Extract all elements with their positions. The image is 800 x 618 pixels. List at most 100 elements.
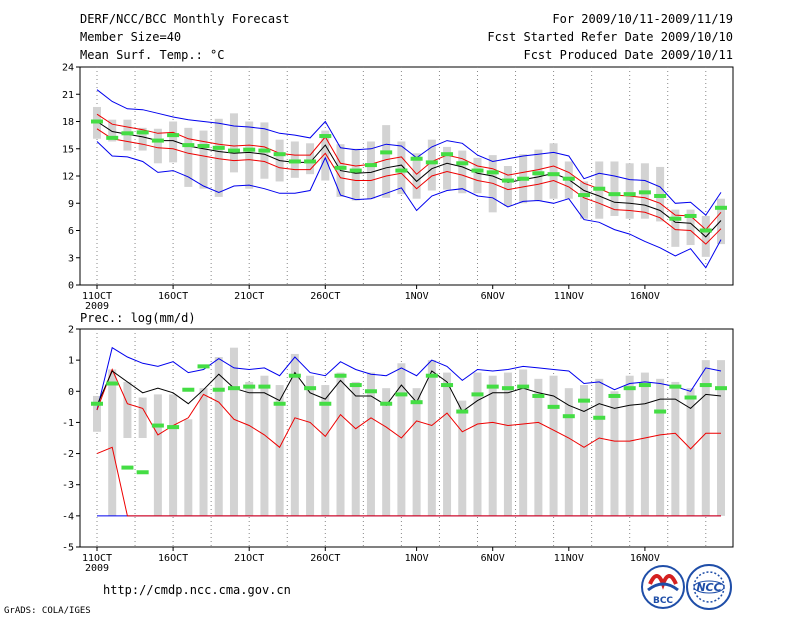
precipitation-ensemble-bar xyxy=(656,378,665,516)
temperature-observation-marker xyxy=(258,148,271,153)
precipitation-observation-marker xyxy=(182,387,195,392)
temperature-observation-marker xyxy=(182,143,195,148)
temperature-min-line xyxy=(96,141,722,269)
precipitation-ytick-label: 1 xyxy=(68,356,74,367)
temperature-observation-marker xyxy=(684,213,697,218)
temperature-ensemble-bar xyxy=(306,143,315,175)
temperature-observation-marker xyxy=(91,119,103,124)
precipitation-observation-marker xyxy=(304,386,317,391)
precipitation-observation-marker xyxy=(288,373,301,378)
temperature-ensemble-bar xyxy=(199,130,208,189)
temperature-observation-marker xyxy=(151,138,164,143)
temperature-observation-marker xyxy=(593,186,606,191)
temperature-ytick-label: 6 xyxy=(68,226,74,237)
forecast-period-label: For 2009/10/11-2009/11/19 xyxy=(552,12,733,26)
temperature-observation-marker xyxy=(456,161,469,166)
precipitation-ensemble-bar xyxy=(534,378,543,516)
precipitation-observation-marker xyxy=(167,425,180,430)
temperature-ytick-label: 18 xyxy=(62,117,74,128)
precipitation-ytick-label: -2 xyxy=(62,449,74,460)
precipitation-observation-marker xyxy=(501,386,514,391)
temperature-observation-marker xyxy=(212,145,225,150)
temperature-observation-marker xyxy=(441,152,454,157)
precipitation-observation-marker xyxy=(715,386,727,391)
temperature-ensemble-mean-line xyxy=(96,121,722,238)
precipitation-ensemble-bar xyxy=(245,381,254,516)
temperature-observation-marker xyxy=(578,193,591,198)
precipitation-ensemble-bar xyxy=(169,394,178,516)
precipitation-ensemble-bar xyxy=(336,372,345,516)
temperature-observation-marker xyxy=(532,171,545,176)
precipitation-ensemble-bar xyxy=(701,360,710,516)
precipitation-xtick-label: 21OCT xyxy=(234,553,264,564)
precipitation-ensemble-bar xyxy=(580,385,589,516)
precipitation-observation-marker xyxy=(319,401,332,406)
precipitation-ensemble-bar xyxy=(519,369,528,516)
precipitation-ensemble-bar xyxy=(549,375,558,516)
temperature-max-line xyxy=(96,89,722,216)
precipitation-observation-marker xyxy=(456,409,469,414)
precipitation-observation-marker xyxy=(578,398,591,403)
temperature-ytick-label: 0 xyxy=(68,281,74,292)
precipitation-ensemble-bar xyxy=(260,375,269,516)
precipitation-observation-marker xyxy=(212,387,225,392)
precipitation-observation-marker xyxy=(380,401,393,406)
temperature-year-label: 2009 xyxy=(85,301,109,312)
temperature-xtick-label: 21OCT xyxy=(234,291,264,302)
temperature-ensemble-bar xyxy=(153,128,162,164)
precipitation-ensemble-bar xyxy=(214,357,223,516)
precipitation-panel: -5 -4 -3 -2 -1 0 1 2 11OCT 16OCT 21OCT 26OCT 1NOV 6NO… xyxy=(62,325,734,574)
temperature-observation-marker xyxy=(227,148,240,153)
forecast-start-date-label: Fcst Started Refer Date 2009/10/10 xyxy=(487,30,733,44)
precipitation-observation-marker xyxy=(486,384,499,389)
precipitation-ensemble-bar xyxy=(184,419,193,516)
precipitation-ensemble-bar xyxy=(351,381,360,516)
precipitation-ensemble-bar xyxy=(382,388,391,516)
precipitation-ytick-label: 2 xyxy=(68,325,74,336)
temperature-ensemble-bar xyxy=(671,209,680,247)
temperature-observation-marker xyxy=(197,144,210,149)
precipitation-ensemble-bar xyxy=(717,360,725,516)
temperature-observation-marker xyxy=(349,168,362,173)
precipitation-observation-marker xyxy=(136,470,149,475)
precipitation-ensemble-bar xyxy=(397,363,406,516)
precipitation-xtick-label: 16NOV xyxy=(630,553,660,564)
temperature-xtick-label: 11OCT xyxy=(82,291,112,302)
precipitation-ensemble-bar xyxy=(229,347,238,516)
temperature-ensemble-bar xyxy=(458,150,467,194)
temperature-observation-marker xyxy=(547,172,560,177)
temperature-ensemble-bar xyxy=(214,118,223,197)
precipitation-observation-marker xyxy=(395,392,408,397)
temperature-ensemble-bar xyxy=(625,163,634,219)
temperature-observation-marker xyxy=(380,150,393,155)
temperature-ytick-label: 24 xyxy=(62,63,74,74)
ncc-logo: NCC xyxy=(686,564,732,610)
precipitation-xtick-label: 11OCT xyxy=(82,553,112,564)
bcc-logo: BCC xyxy=(641,565,685,609)
temperature-ensemble-bar xyxy=(108,119,117,142)
temperature-observation-marker xyxy=(288,159,301,164)
temperature-ensemble-bar xyxy=(321,130,330,181)
temperature-ytick-label: 15 xyxy=(62,144,74,155)
temperature-ensemble-bar xyxy=(169,121,178,163)
precipitation-ensemble-bar xyxy=(686,388,695,516)
precipitation-ensemble-bar xyxy=(306,375,315,516)
precipitation-max-line xyxy=(96,346,722,411)
precipitation-ensemble-bar xyxy=(595,378,604,516)
temperature-ensemble-bar xyxy=(427,139,436,191)
precipitation-ensemble-bar xyxy=(275,385,284,516)
precipitation-ensemble-bar xyxy=(138,397,147,438)
temperature-ensemble-bar xyxy=(229,113,238,173)
temperature-ensemble-bar xyxy=(549,143,558,199)
temperature-observation-marker xyxy=(517,176,530,181)
precipitation-observation-marker xyxy=(441,383,454,388)
temperature-observation-marker xyxy=(304,159,317,164)
precipitation-ensemble-bar xyxy=(153,394,162,516)
temperature-xtick-label: 26OCT xyxy=(310,291,340,302)
precipitation-ytick-label: -1 xyxy=(62,418,74,429)
temperature-ensemble-bar xyxy=(366,141,375,199)
precipitation-ensemble-bar xyxy=(123,381,132,438)
temperature-ytick-label: 21 xyxy=(62,90,74,101)
ncc-logo-text: NCC xyxy=(696,581,721,594)
